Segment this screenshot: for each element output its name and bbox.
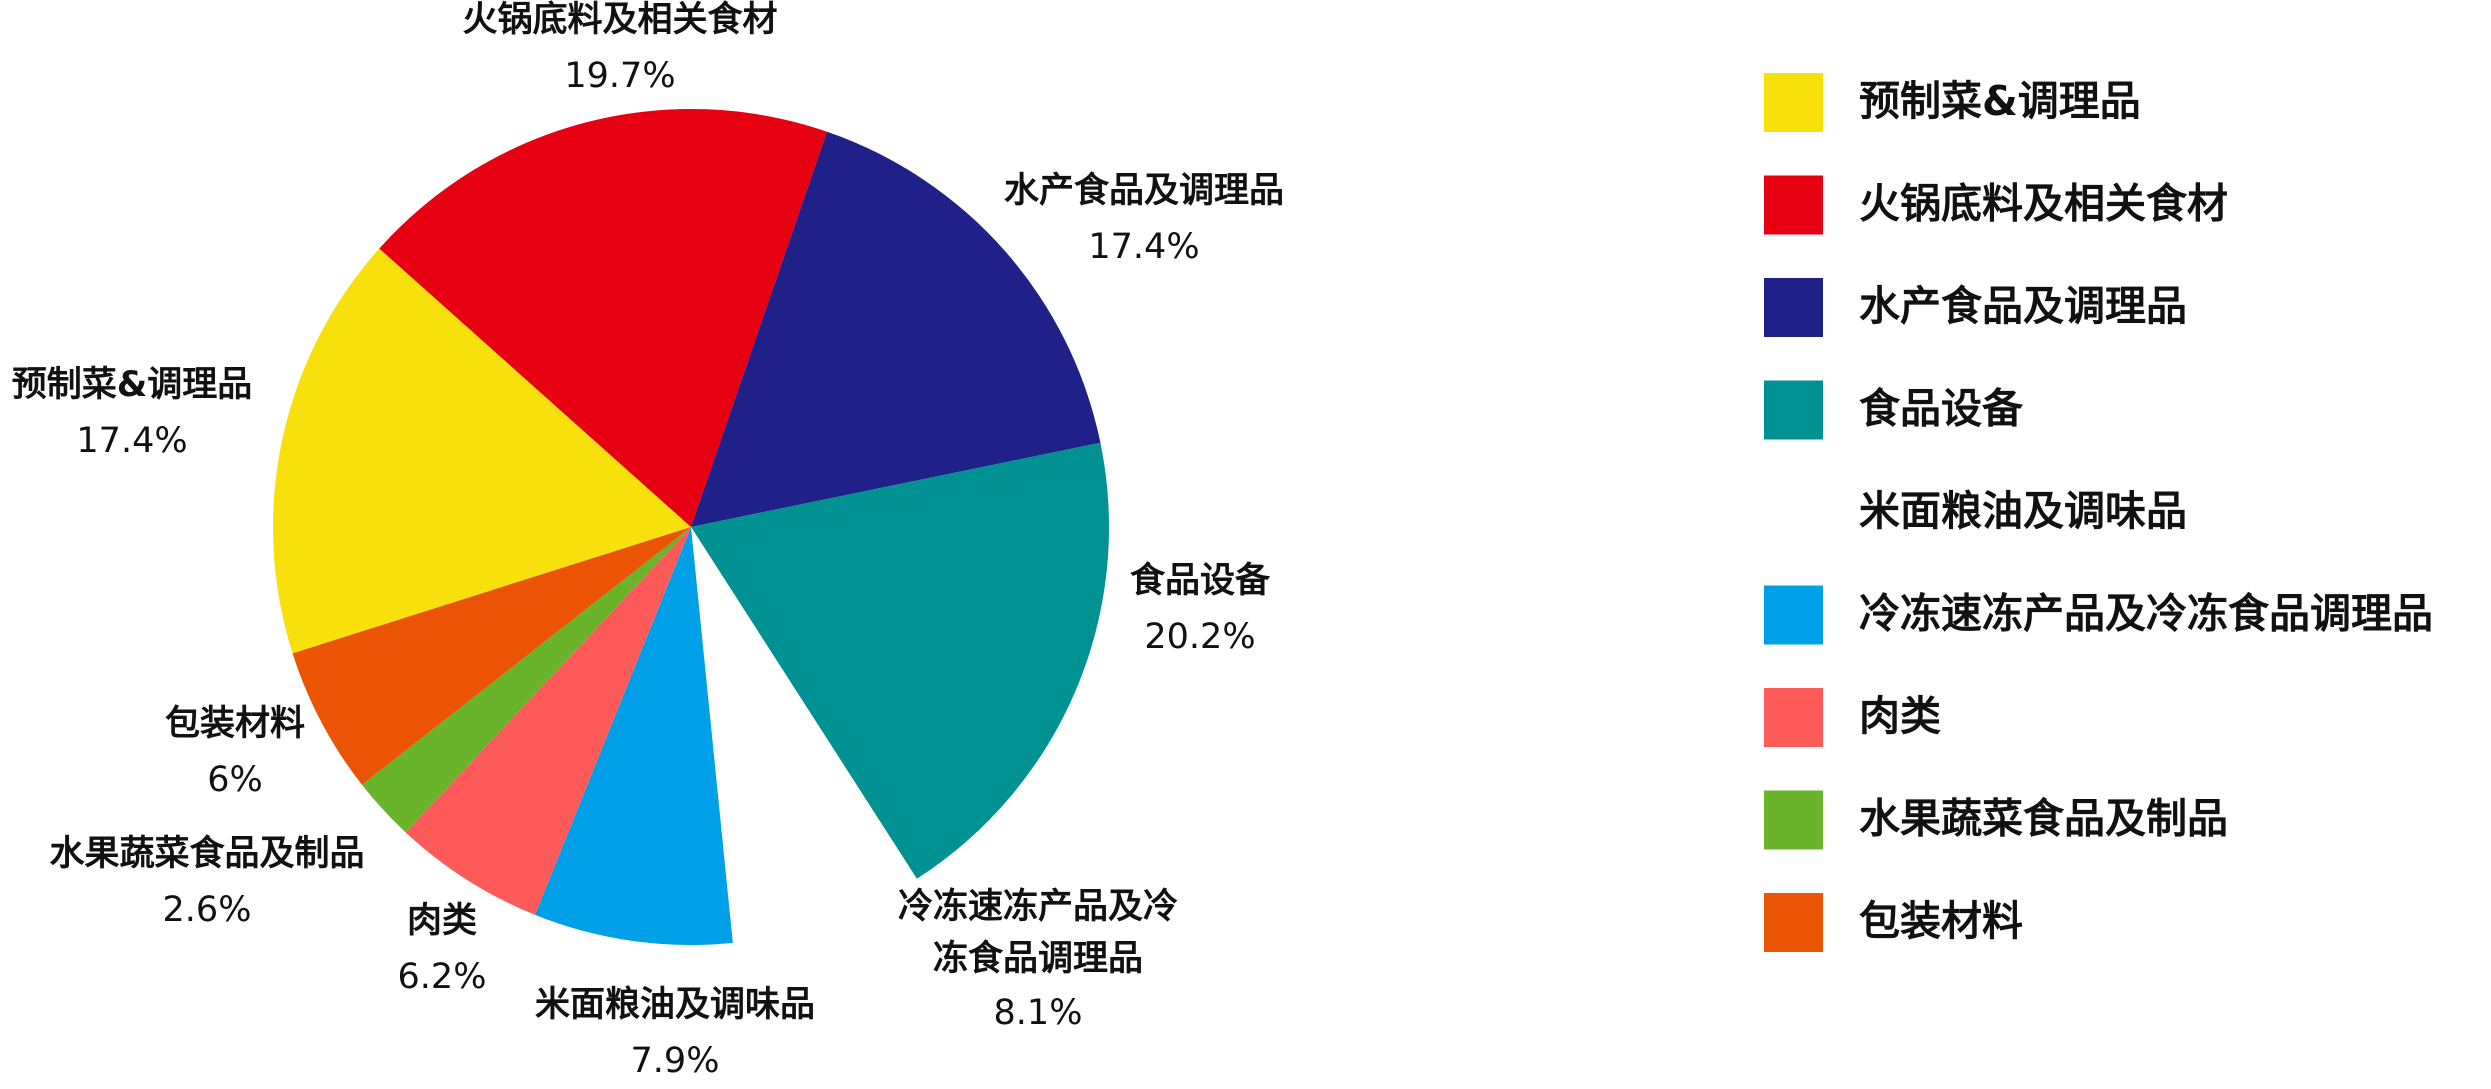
pie-slice xyxy=(361,527,691,833)
slice-label: 包装材料 6% xyxy=(165,696,305,808)
legend-swatch xyxy=(1764,483,1823,542)
pie-slice xyxy=(273,248,691,654)
slice-label-name: 包装材料 xyxy=(164,704,306,744)
slice-label: 水果蔬菜食品及制品 2.6% xyxy=(49,826,364,938)
legend-swatch xyxy=(1764,380,1823,440)
slice-label-name: 冷冻速冻产品及冷冻食品调理品 xyxy=(897,887,1178,979)
legend-label: 火锅底料及相关食材 xyxy=(1859,180,2228,228)
pie-slice xyxy=(691,442,1109,879)
slice-label: 米面粮油及调味品 7.9% xyxy=(535,977,815,1089)
slice-label: 食品设备 20.2% xyxy=(1130,553,1270,665)
legend-label: 冷冻速冻产品及冷冻食品调理品 xyxy=(1859,590,2433,638)
slice-label: 火锅底料及相关食材 19.7% xyxy=(462,0,777,104)
legend-label: 水产食品及调理品 xyxy=(1859,282,2187,330)
slice-label-value: 19.7% xyxy=(564,56,676,96)
slice-label-name: 食品设备 xyxy=(1129,561,1271,601)
legend-swatch xyxy=(1764,893,1823,952)
legend-swatch xyxy=(1764,73,1823,132)
slice-label-name: 水果蔬菜食品及制品 xyxy=(49,834,365,874)
legend-label: 水果蔬菜食品及制品 xyxy=(1859,795,2228,843)
slice-label: 水产食品及调理品 17.4% xyxy=(1004,163,1284,275)
legend-label: 肉类 xyxy=(1859,692,1941,740)
legend-label: 米面粮油及调味品 xyxy=(1859,487,2187,535)
slice-label-value: 6% xyxy=(207,760,263,800)
legend-swatch xyxy=(1764,278,1823,337)
slice-label-name: 预制菜&调理品 xyxy=(11,365,253,405)
slice-label-name: 米面粮油及调味品 xyxy=(534,985,816,1025)
slice-label-value: 8.1% xyxy=(993,993,1083,1033)
legend-swatch xyxy=(1764,585,1823,645)
legend-swatch xyxy=(1764,790,1823,850)
slice-label-value: 2.6% xyxy=(162,890,252,930)
slice-label-name: 水产食品及调理品 xyxy=(1003,171,1285,211)
slice-label-value: 6.2% xyxy=(397,957,487,997)
slice-label-value: 17.4% xyxy=(76,421,188,461)
slice-label: 冷冻速冻产品及冷冻食品调理品 8.1% xyxy=(888,881,1188,1041)
slice-label: 预制菜&调理品 17.4% xyxy=(12,357,253,469)
slice-label-name: 肉类 xyxy=(406,901,478,941)
slice-label: 肉类 6.2% xyxy=(398,893,487,1005)
slice-label-value: 7.9% xyxy=(630,1041,720,1081)
legend-swatch xyxy=(1764,688,1823,747)
slice-label-value: 20.2% xyxy=(1144,617,1256,657)
pie-slice xyxy=(691,527,917,943)
pie-slice xyxy=(405,527,691,915)
legend-label: 预制菜&调理品 xyxy=(1859,77,2141,125)
slice-label-value: 17.4% xyxy=(1088,227,1200,267)
legend-label: 包装材料 xyxy=(1859,897,2023,945)
legend-label: 食品设备 xyxy=(1859,385,2024,433)
slice-label-name: 火锅底料及相关食材 xyxy=(462,0,778,40)
legend-swatch xyxy=(1764,175,1823,235)
pie-slice xyxy=(292,527,691,785)
pie-slice xyxy=(379,109,828,527)
pie-slice xyxy=(691,131,1101,527)
pie-slice xyxy=(535,527,733,945)
